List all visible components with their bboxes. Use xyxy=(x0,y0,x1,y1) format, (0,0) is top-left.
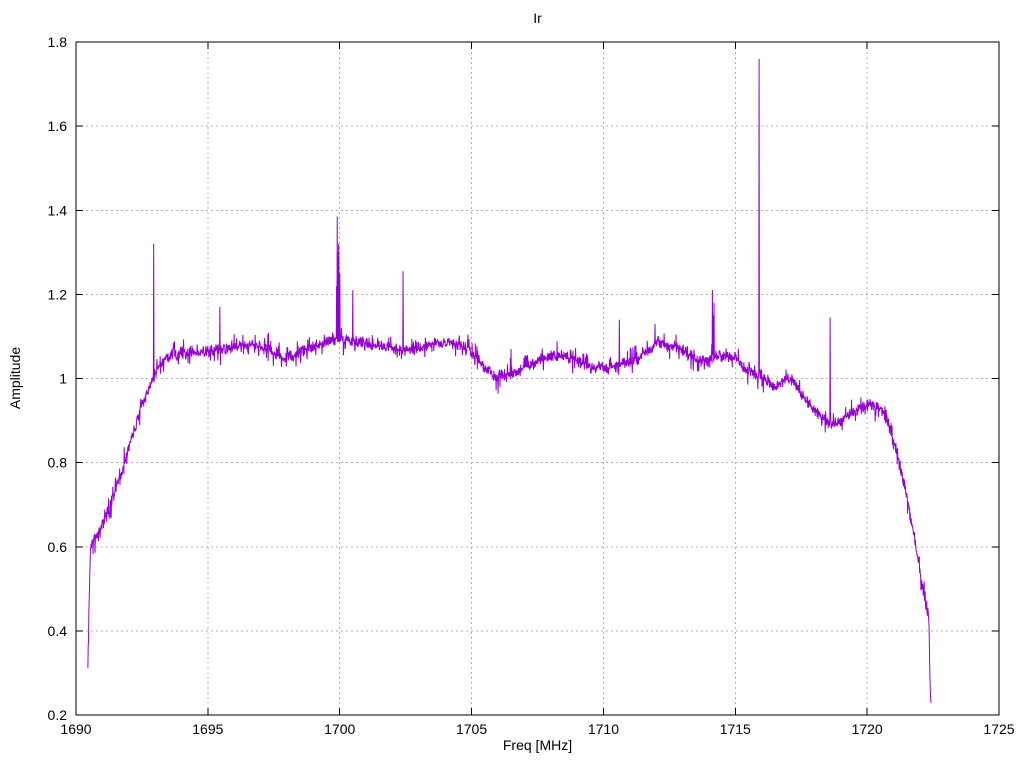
x-tick-label: 1695 xyxy=(192,721,223,737)
y-tick-label: 0.6 xyxy=(48,539,68,555)
x-tick-label: 1720 xyxy=(852,721,883,737)
x-tick-label: 1725 xyxy=(983,721,1014,737)
y-tick-label: 0.4 xyxy=(48,623,68,639)
y-tick-label: 1.6 xyxy=(48,118,68,134)
y-tick-label: 0.2 xyxy=(48,707,68,723)
x-tick-label: 1710 xyxy=(588,721,619,737)
x-tick-label: 1705 xyxy=(456,721,487,737)
series-line-ir xyxy=(87,58,932,703)
x-axis-label: Freq [MHz] xyxy=(502,737,573,753)
y-tick-label: 1.4 xyxy=(48,202,68,218)
x-tick-label: 1715 xyxy=(720,721,751,737)
x-tick-label: 1700 xyxy=(324,721,355,737)
y-tick-label: 1.2 xyxy=(48,286,68,302)
x-tick-label: 1690 xyxy=(60,721,91,737)
y-tick-label: 0.8 xyxy=(48,455,68,471)
chart-title: Ir xyxy=(533,10,542,26)
y-tick-label: 1.8 xyxy=(48,34,68,50)
y-tick-label: 1 xyxy=(59,371,67,387)
